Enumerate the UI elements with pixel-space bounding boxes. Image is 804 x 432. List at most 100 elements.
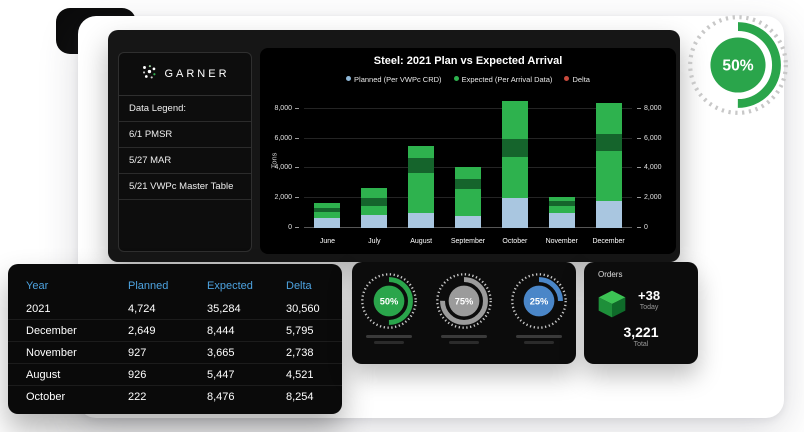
kpi-gauge[interactable]: 25% bbox=[507, 272, 571, 364]
bar-segment bbox=[501, 156, 528, 199]
cube-icon bbox=[596, 288, 628, 320]
bar-segment bbox=[548, 213, 575, 228]
bar-slot bbox=[304, 94, 351, 228]
gridline bbox=[304, 107, 632, 109]
kpi-gauge[interactable]: 75% bbox=[432, 272, 496, 364]
orders-delta: +38 Today bbox=[638, 288, 660, 311]
bar-segment bbox=[455, 178, 481, 190]
legend-list-item: 5/21 VWPc Master Table bbox=[119, 174, 251, 200]
table-cell: 4,724 bbox=[128, 302, 156, 315]
garner-logo-icon bbox=[140, 63, 158, 86]
y-axis-left: 0 2,000 4,000 6,000 8,000 bbox=[260, 94, 302, 231]
orders-panel: Orders +38 Today 3,221 Total bbox=[584, 262, 698, 364]
bar-june[interactable] bbox=[314, 94, 341, 228]
legend-list-item: Data Legend: bbox=[119, 96, 251, 122]
table-cell: October bbox=[26, 390, 66, 403]
bar-segment bbox=[595, 102, 622, 135]
table-cell: 4,521 bbox=[286, 368, 314, 381]
table-cell: 35,284 bbox=[207, 302, 241, 315]
bar-segment bbox=[501, 138, 528, 157]
table-cell: 2021 bbox=[26, 302, 51, 315]
legend-item[interactable]: Planned (Per VWPc CRD) bbox=[346, 75, 442, 84]
table-header-cell[interactable]: Delta bbox=[286, 280, 312, 292]
svg-text:25%: 25% bbox=[529, 297, 548, 307]
table-cell: 8,476 bbox=[207, 390, 235, 403]
table-cell: 8,444 bbox=[207, 324, 235, 337]
bar-slot bbox=[398, 94, 445, 228]
gauge-caption-line bbox=[374, 341, 405, 344]
table-header-cell[interactable]: Year bbox=[26, 280, 49, 292]
garner-logo: GARNER bbox=[119, 53, 251, 96]
summary-table: Year Planned Expected Delta 2021 4,724 35,284… bbox=[8, 264, 342, 414]
bars-row bbox=[304, 94, 632, 228]
bar-segment bbox=[455, 189, 481, 217]
orders-delta-label: Today bbox=[639, 304, 659, 311]
dashboard-panel: GARNER Data Legend: 6/1 PMSR 5/27 MAR 5/21 … bbox=[108, 30, 680, 262]
x-axis-label: July bbox=[368, 238, 381, 245]
gauge-caption-line bbox=[515, 335, 562, 338]
bar-segment bbox=[548, 205, 575, 214]
table-header-cell[interactable]: Planned bbox=[128, 280, 169, 292]
table-row[interactable]: December 2,649 8,444 5,795 bbox=[8, 319, 342, 341]
legend-item[interactable]: Expected (Per Arrival Data) bbox=[453, 75, 552, 84]
table-cell: November bbox=[26, 346, 77, 359]
bar-segment bbox=[314, 217, 341, 228]
gauge-ring: 50% bbox=[360, 272, 418, 330]
legend-list-item: 5/27 MAR bbox=[119, 148, 251, 174]
x-axis-label: June bbox=[319, 238, 336, 245]
table-cell: 8,254 bbox=[286, 390, 314, 403]
table-row[interactable]: November 927 3,665 2,738 bbox=[8, 341, 342, 363]
y-tick-label: 0 bbox=[637, 224, 648, 231]
bar-segment bbox=[314, 211, 341, 218]
kpi-gauges-panel: 50% 75% 25% bbox=[352, 262, 576, 364]
table-header-cell[interactable]: Expected bbox=[207, 280, 253, 292]
legend-list-item: 6/1 PMSR bbox=[119, 122, 251, 148]
table-cell: August bbox=[26, 368, 61, 381]
data-legend-list: Data Legend: 6/1 PMSR 5/27 MAR 5/21 VWPc Ma… bbox=[119, 96, 251, 200]
bar-segment bbox=[361, 187, 388, 199]
bar-december[interactable] bbox=[595, 94, 622, 228]
table-cell: 927 bbox=[128, 346, 147, 359]
kpi-gauge[interactable]: 50% bbox=[357, 272, 421, 364]
table-cell: December bbox=[26, 324, 77, 337]
bar-august[interactable] bbox=[408, 94, 435, 228]
bar-segment bbox=[455, 216, 481, 228]
x-axis-row: June July August September October November De… bbox=[304, 238, 632, 245]
bar-july[interactable] bbox=[361, 94, 388, 228]
y-tick-label: 8,000 bbox=[637, 104, 662, 112]
gauge-ring: 75% bbox=[435, 272, 493, 330]
progress-gauge: 50% bbox=[686, 13, 790, 117]
table-row[interactable]: August 926 5,447 4,521 bbox=[8, 363, 342, 385]
bar-segment bbox=[408, 172, 435, 214]
bar-segment bbox=[548, 201, 575, 206]
svg-text:50%: 50% bbox=[722, 58, 753, 75]
orders-delta-value: +38 bbox=[638, 288, 661, 303]
bar-november[interactable] bbox=[548, 94, 575, 228]
bar-slot bbox=[585, 94, 632, 228]
bar-segment bbox=[595, 150, 622, 202]
table-cell: 5,795 bbox=[286, 324, 314, 337]
bar-slot bbox=[445, 94, 492, 228]
gauge-caption-line bbox=[440, 335, 487, 338]
x-axis-label: October bbox=[502, 238, 528, 245]
table-cell: 3,665 bbox=[207, 346, 235, 359]
gauge-caption-line bbox=[366, 335, 413, 338]
y-tick-label: 4,000 bbox=[274, 164, 299, 172]
gauge-ring: 25% bbox=[510, 272, 568, 330]
orders-total: 3,221 Total bbox=[584, 324, 698, 348]
table-row[interactable]: October 222 8,476 8,254 bbox=[8, 385, 342, 407]
bar-segment bbox=[314, 203, 341, 208]
legend-dot-icon bbox=[564, 76, 570, 81]
bar-segment bbox=[361, 214, 388, 228]
bar-september[interactable] bbox=[455, 94, 481, 228]
table-row[interactable]: 2021 4,724 35,284 30,560 bbox=[8, 298, 342, 319]
legend-item[interactable]: Delta bbox=[564, 75, 590, 84]
table-cell: 926 bbox=[128, 368, 147, 381]
plot-area bbox=[304, 94, 632, 228]
bar-october[interactable] bbox=[501, 94, 528, 228]
orders-title: Orders bbox=[598, 270, 623, 279]
orders-total-label: Total bbox=[633, 341, 649, 348]
table-cell: 5,447 bbox=[207, 368, 235, 381]
gauge-caption-line bbox=[523, 341, 554, 344]
bar-segment bbox=[408, 213, 435, 228]
